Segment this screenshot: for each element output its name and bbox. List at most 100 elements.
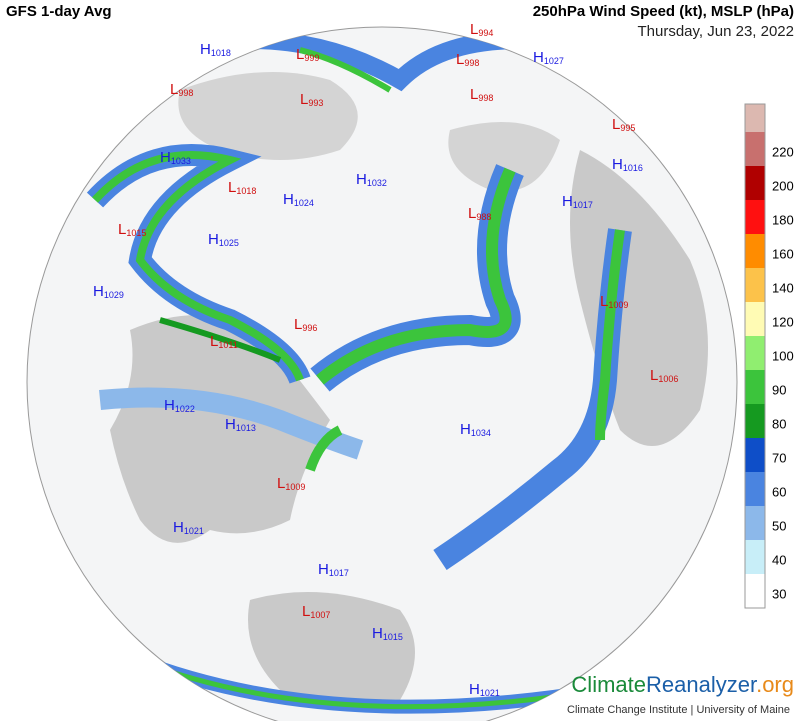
pressure-value: 1017 [573,200,593,210]
pressure-type: H [562,193,573,210]
colorbar-swatch [745,540,765,574]
institution: Climate Change Institute | University of… [567,704,790,716]
pressure-value: 1024 [294,198,314,208]
pressure-type: L [210,333,218,350]
pressure-value: 1027 [544,56,564,66]
pressure-type: H [612,156,623,173]
globe [26,26,738,721]
pressure-type: L [600,293,608,310]
colorbar-swatch [745,132,765,166]
pressure-type: H [318,561,329,578]
colorbar-swatch [745,336,765,370]
pressure-center: H1018 [200,41,231,58]
pressure-center: L998 [170,81,193,98]
brand: ClimateReanalyzer.org [571,672,794,697]
pressure-center: H1029 [93,283,124,300]
pressure-type: H [173,519,184,536]
pressure-center: L1009 [277,475,305,492]
pressure-center: L993 [300,91,323,108]
pressure-value: 998 [464,58,479,68]
pressure-type: H [93,283,104,300]
colorbar-label: 30 [772,586,786,601]
colorbar-top [745,104,765,132]
brand-reanalyzer: Reanalyzer [646,672,757,697]
colorbar-swatch [745,404,765,438]
pressure-center: H1033 [160,149,191,166]
pressure-type: L [170,81,178,98]
pressure-center: L1015 [118,221,146,238]
pressure-center: H1034 [460,421,491,438]
pressure-value: 993 [308,98,323,108]
pressure-center: L988 [468,205,491,222]
pressure-center: H1022 [164,397,195,414]
pressure-value: 1015 [126,228,146,238]
pressure-center: L1009 [600,293,628,310]
colorbar-swatch [745,506,765,540]
pressure-center: H1021 [469,681,500,698]
pressure-type: H [160,149,171,166]
pressure-center: L994 [470,21,493,38]
pressure-type: L [470,86,478,103]
pressure-value: 998 [478,93,493,103]
pressure-center: H1027 [533,49,564,66]
colorbar-label: 50 [772,518,786,533]
pressure-value: 1017 [329,568,349,578]
pressure-type: H [533,49,544,66]
pressure-center: L1006 [650,367,678,384]
brand-org: .org [756,672,794,697]
colorbar-label: 90 [772,382,786,397]
pressure-type: L [277,475,285,492]
pressure-value: 1011 [218,340,237,350]
colorbar-label: 200 [772,178,794,193]
pressure-center: H1032 [356,171,387,188]
pressure-type: H [460,421,471,438]
colorbar-label: 70 [772,450,786,465]
pressure-value: 1015 [383,632,403,642]
pressure-center: L995 [612,116,635,133]
pressure-type: H [200,41,211,58]
pressure-value: 1018 [211,48,231,58]
pressure-type: H [225,416,236,433]
colorbar-label: 220 [772,144,794,159]
pressure-value: 1025 [219,238,239,248]
pressure-center: H1017 [318,561,349,578]
pressure-type: L [650,367,658,384]
variable: 250hPa Wind Speed (kt), MSLP (hPa) [533,3,794,20]
pressure-value: 1032 [367,178,387,188]
colorbar-swatch [745,472,765,506]
pressure-type: L [228,179,236,196]
pressure-type: L [470,21,478,38]
pressure-value: 1007 [310,610,330,620]
colorbar-swatch [745,438,765,472]
colorbar-label: 180 [772,212,794,227]
pressure-type: L [468,205,476,222]
pressure-center: H1015 [372,625,403,642]
pressure-value: 1029 [104,290,124,300]
pressure-type: L [612,116,620,133]
pressure-value: 995 [620,123,635,133]
pressure-value: 999 [304,53,319,63]
pressure-center: L1007 [302,603,330,620]
pressure-value: 994 [478,28,493,38]
pressure-type: L [294,316,302,333]
pressure-center: H1024 [283,191,314,208]
pressure-value: 988 [476,212,491,222]
pressure-value: 1016 [623,163,643,173]
pressure-center: H1017 [562,193,593,210]
pressure-center: L1018 [228,179,256,196]
colorbar-label: 160 [772,246,794,261]
colorbar-border [744,103,766,609]
pressure-value: 1022 [175,404,195,414]
pressure-center: L998 [470,86,493,103]
pressure-type: H [469,681,480,698]
pressure-value: 996 [302,323,317,333]
colorbar-label: 100 [772,348,794,363]
pressure-type: L [118,221,126,238]
pressure-type: H [356,171,367,188]
pressure-type: L [302,603,310,620]
pressure-type: L [296,46,304,63]
pressure-center: H1016 [612,156,643,173]
pressure-center: H1013 [225,416,256,433]
pressure-value: 1033 [171,156,191,166]
